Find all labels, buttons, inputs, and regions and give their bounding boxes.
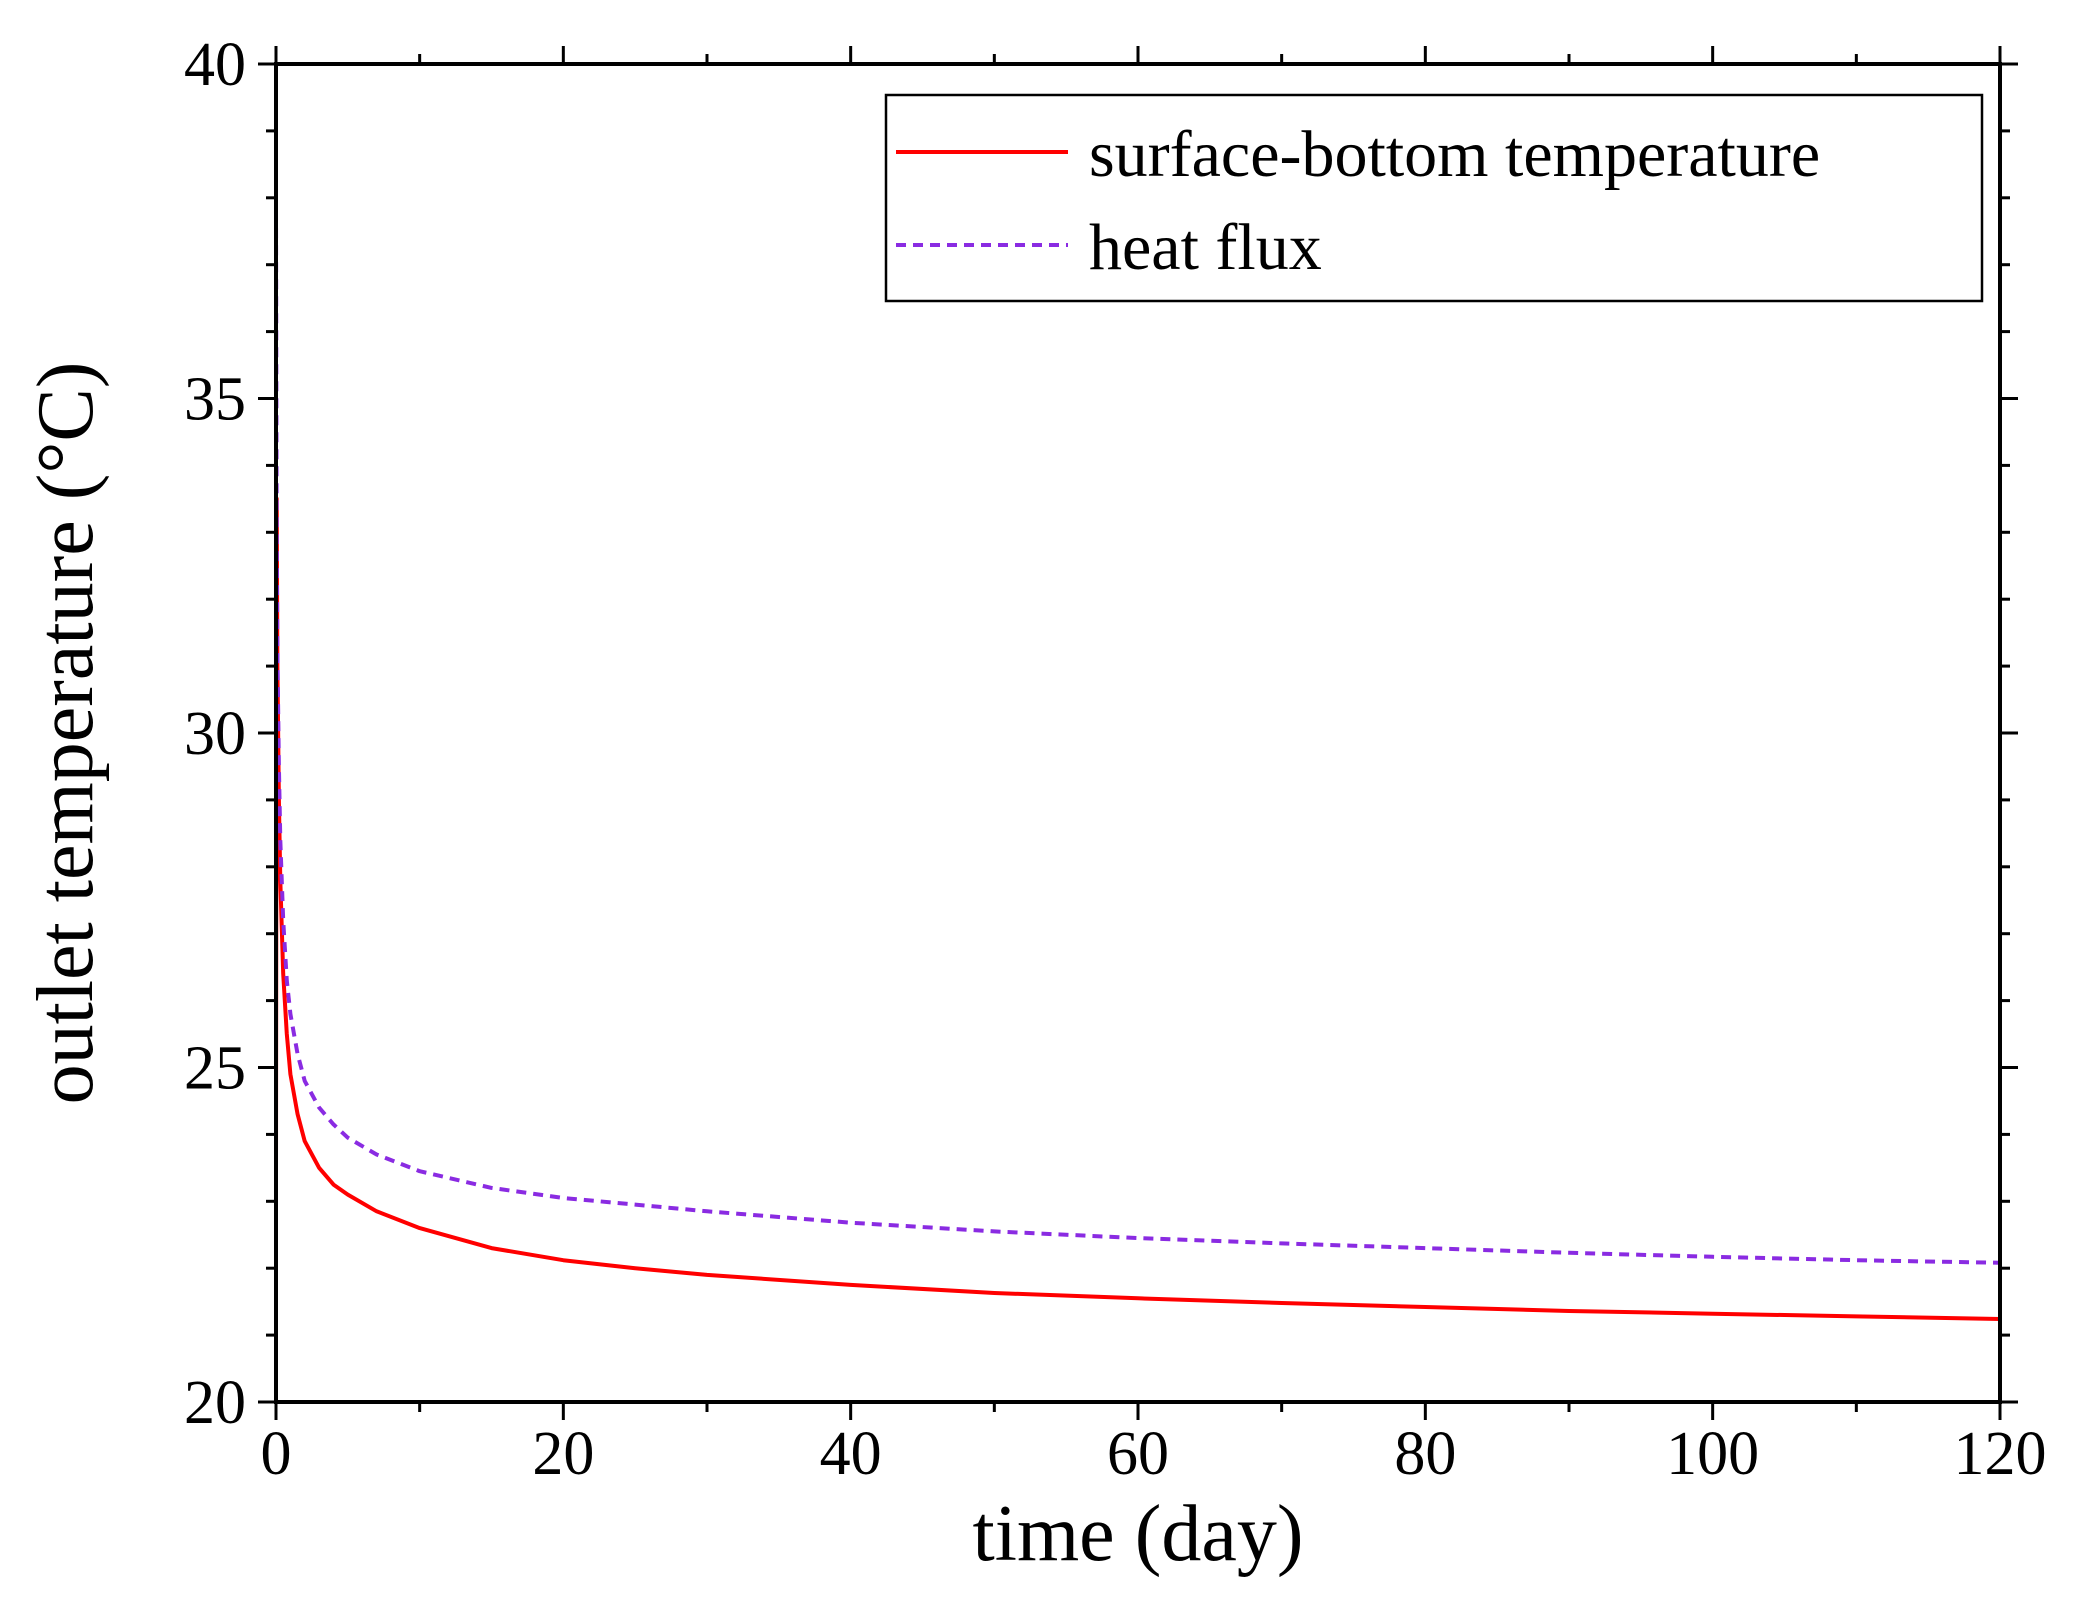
y-axis-title: outlet temperature (°C): [22, 362, 110, 1105]
y-tick-label: 20: [184, 1369, 246, 1437]
y-tick-label: 30: [184, 700, 246, 768]
x-tick-label: 0: [261, 1420, 292, 1488]
y-tick-label: 40: [184, 31, 246, 99]
x-tick-label: 20: [532, 1420, 594, 1488]
y-tick-label: 25: [184, 1035, 246, 1103]
y-tick-labels: 20 25 30 35 40: [184, 31, 246, 1437]
x-axis-title: time (day): [973, 1490, 1304, 1578]
legend-box: [884, 93, 1984, 303]
series-line-1: [274, 211, 2001, 1265]
x-tick-label: 80: [1394, 1420, 1456, 1488]
legend-label-surface-bottom: surface-bottom temperature: [1089, 118, 1820, 191]
y-tick-label: 35: [184, 366, 246, 434]
x-tick-labels: 0 20 40 60 80 100 120: [261, 1420, 2047, 1488]
legend: surface-bottom temperature heat flux: [884, 93, 1984, 303]
x-tick-label: 100: [1666, 1420, 1759, 1488]
x-tick-label: 40: [820, 1420, 882, 1488]
x-tick-label: 120: [1954, 1420, 2047, 1488]
series-layer: [274, 211, 2001, 1321]
x-tick-label: 60: [1107, 1420, 1169, 1488]
tick-layer: [258, 46, 2018, 1420]
legend-label-heat-flux: heat flux: [1089, 211, 1322, 284]
